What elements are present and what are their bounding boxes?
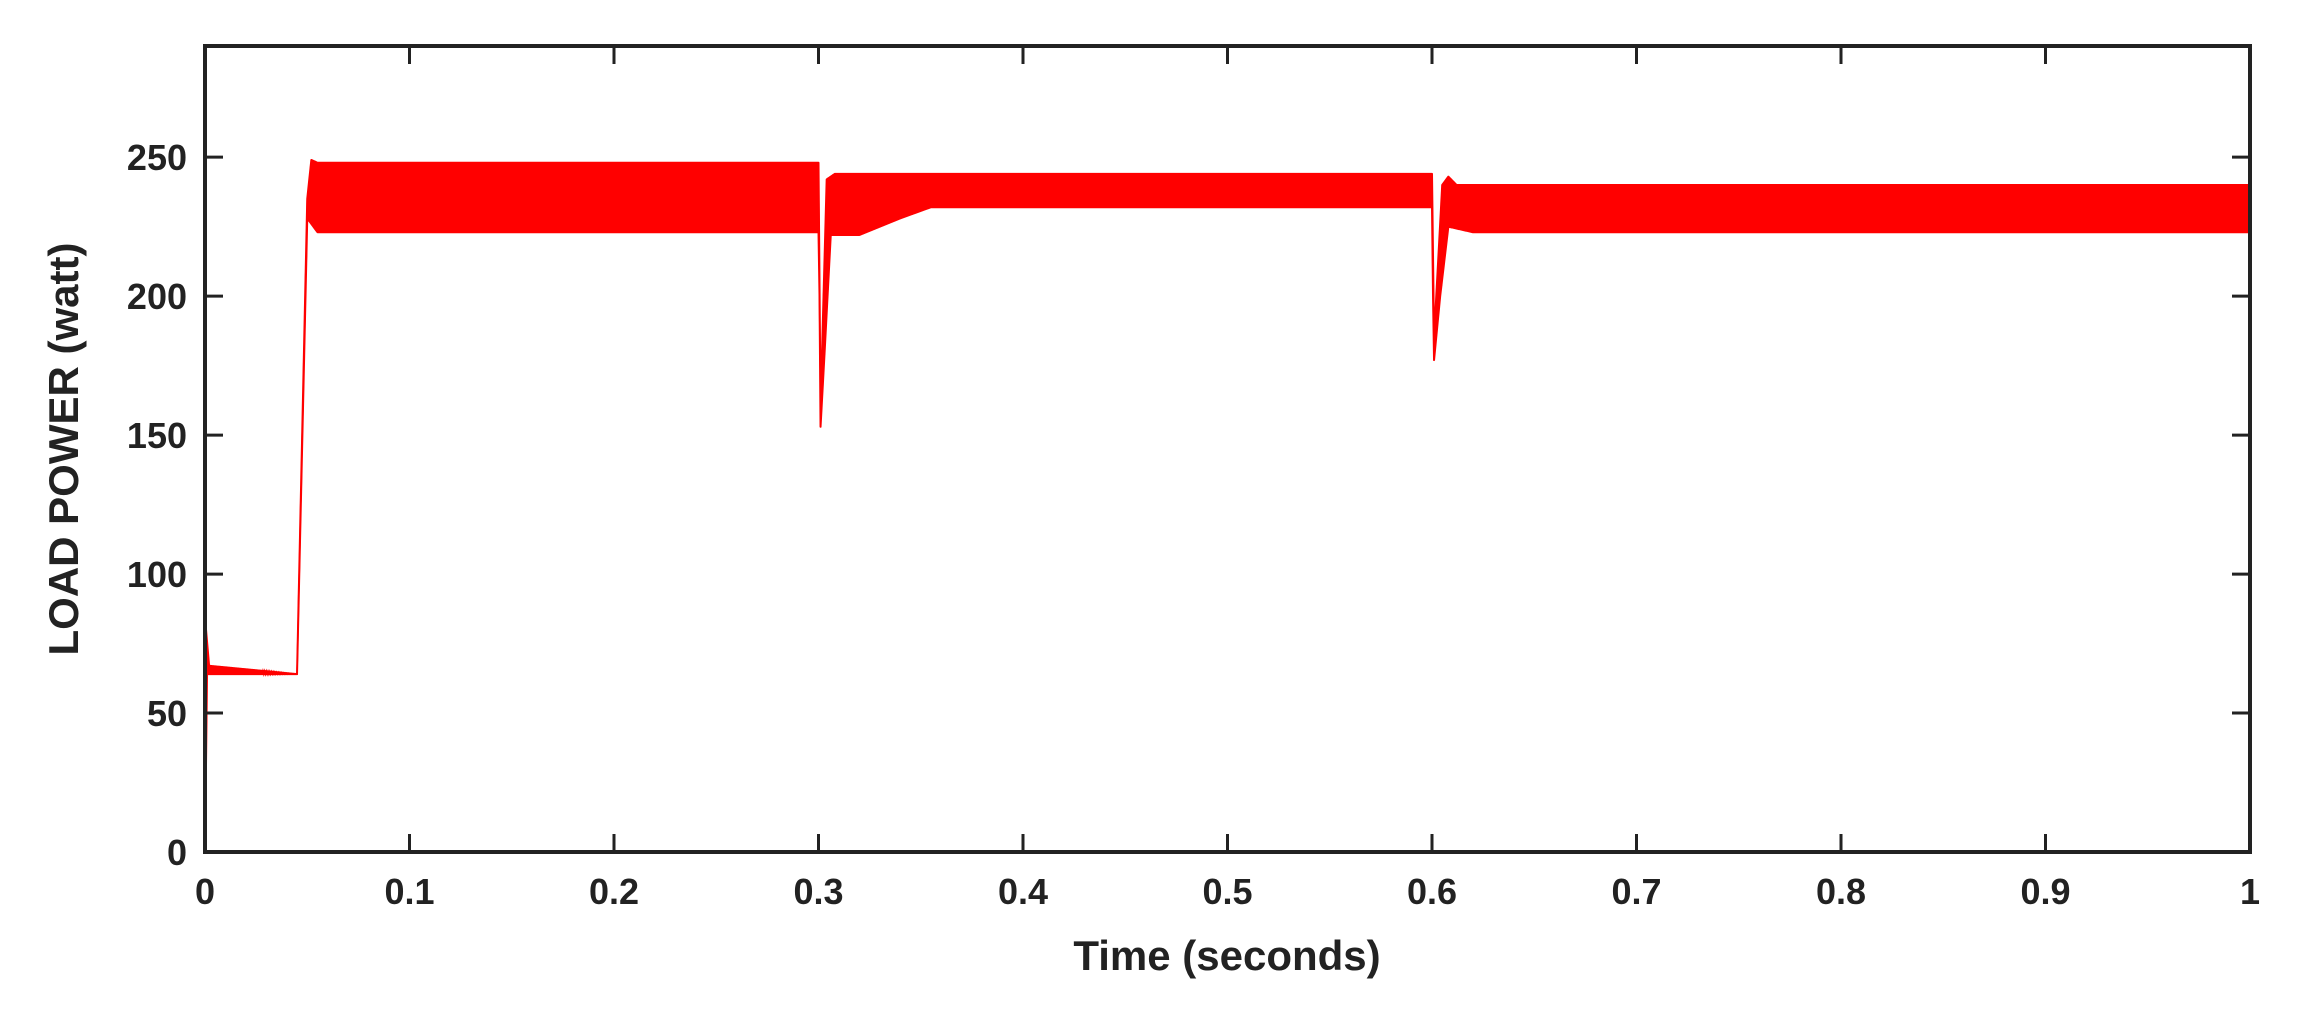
y-tick-label: 150 — [127, 415, 187, 456]
y-tick-label: 0 — [167, 832, 187, 873]
y-tick-label: 250 — [127, 137, 187, 178]
x-tick-label: 0.6 — [1407, 871, 1457, 912]
x-tick-label: 0.2 — [589, 871, 639, 912]
y-tick-label: 100 — [127, 554, 187, 595]
y-tick-label: 50 — [147, 693, 187, 734]
x-tick-label: 0.3 — [793, 871, 843, 912]
x-tick-label: 1 — [2240, 871, 2260, 912]
x-tick-label: 0.8 — [1816, 871, 1866, 912]
x-tick-label: 0 — [195, 871, 215, 912]
x-axis-ticks: 0 0.1 0.2 0.3 0.4 0.5 0.6 0.7 0.8 0.9 1 — [195, 46, 2260, 912]
x-tick-label: 0.9 — [2020, 871, 2070, 912]
x-tick-label: 0.5 — [1202, 871, 1252, 912]
x-axis-label: Time (seconds) — [1073, 932, 1380, 979]
x-tick-label: 0.4 — [998, 871, 1048, 912]
x-tick-label: 0.1 — [384, 871, 434, 912]
x-tick-label: 0.7 — [1611, 871, 1661, 912]
series-0-line — [204, 160, 2251, 853]
y-tick-label: 200 — [127, 276, 187, 317]
y-axis-ticks: 0 50 100 150 200 250 — [127, 137, 2250, 873]
y-axis-label: LOAD POWER (watt) — [40, 243, 87, 656]
